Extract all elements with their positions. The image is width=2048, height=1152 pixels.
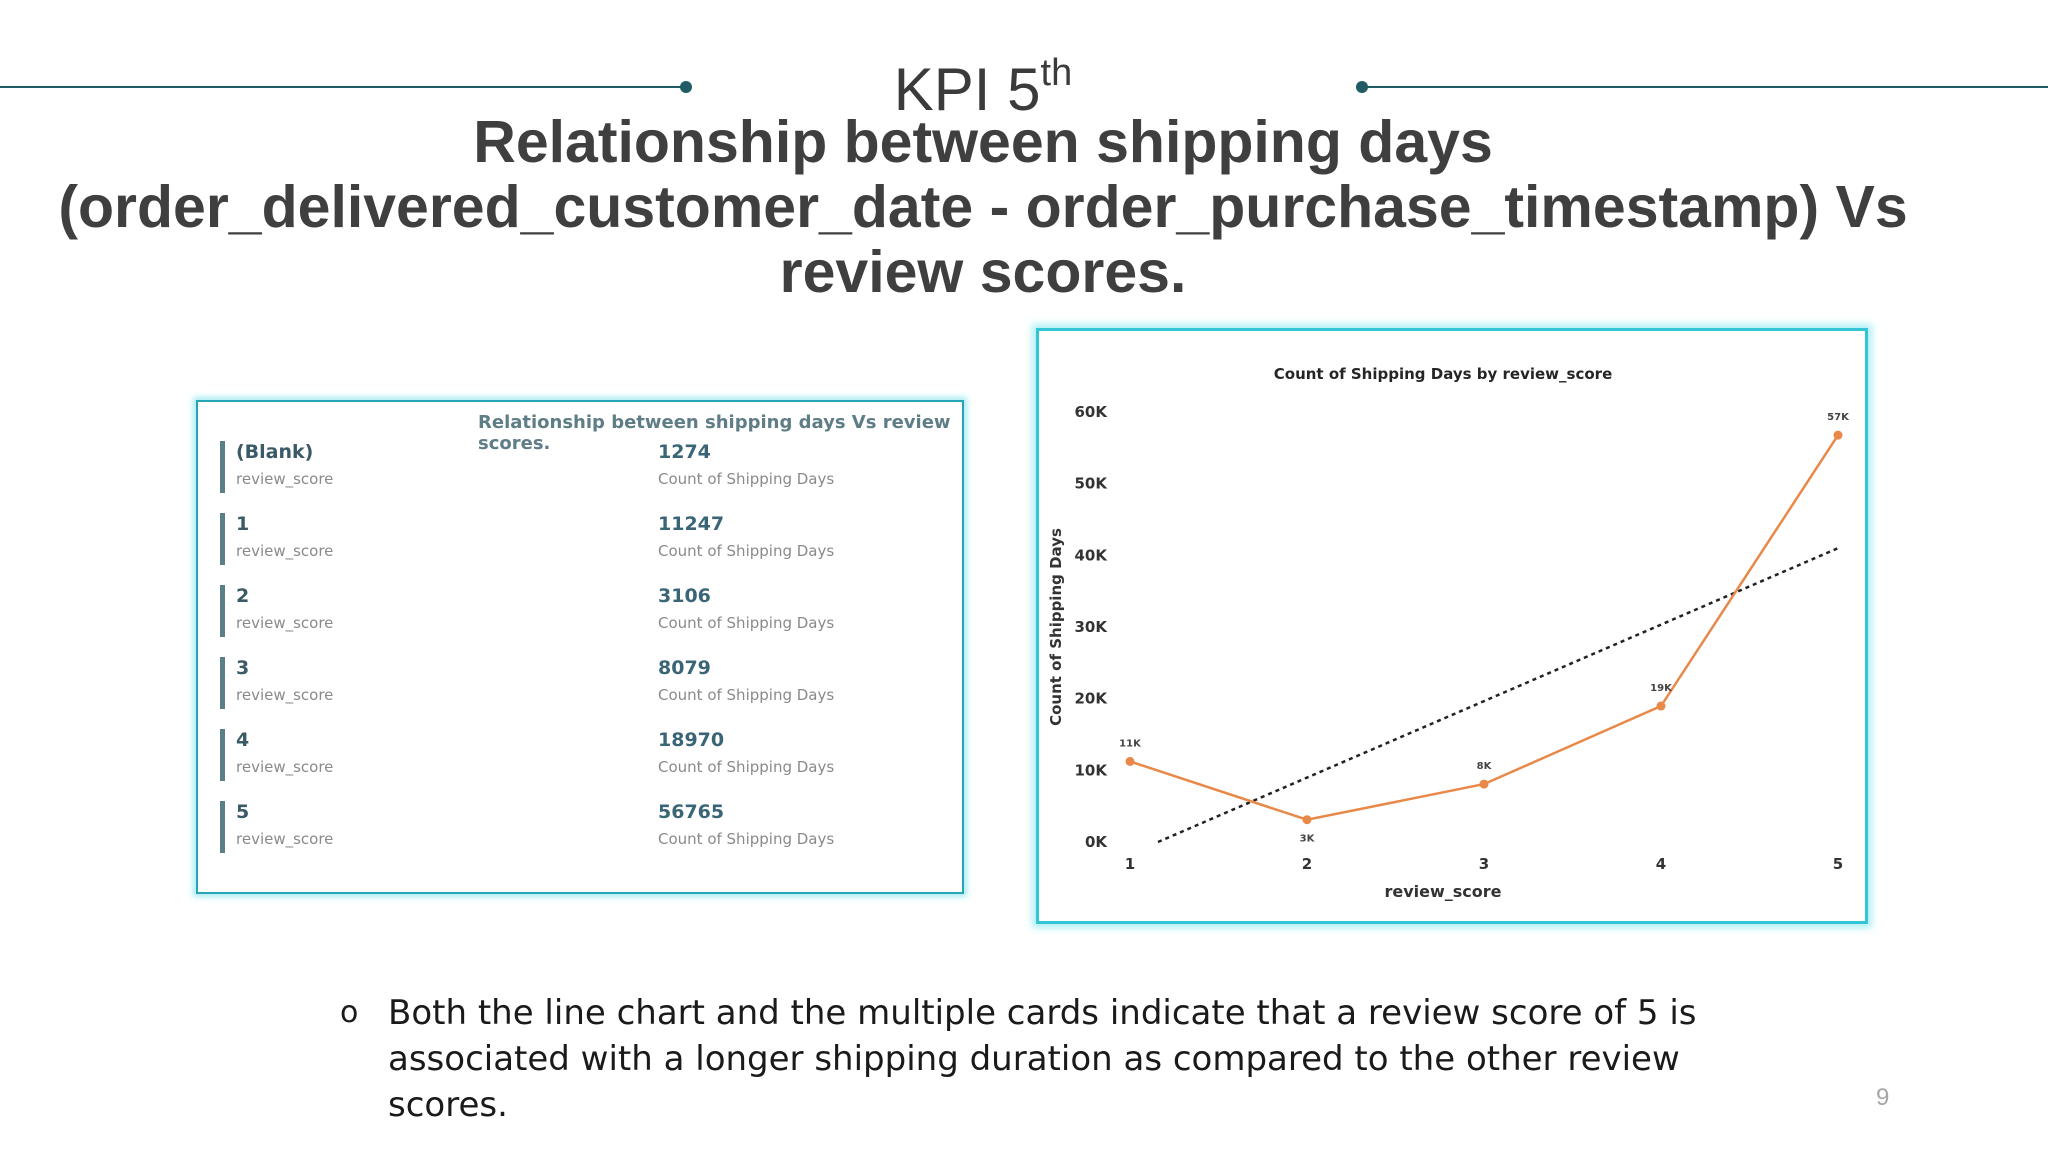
card-value: 1274 (658, 441, 711, 463)
title-line-2: (order_delivered_customer_date - order_p… (58, 174, 1908, 240)
card-category: 2 (236, 585, 250, 607)
card-category-label: review_score (236, 542, 334, 560)
card-category-label: review_score (236, 686, 334, 704)
x-tick-label: 5 (1833, 855, 1843, 873)
line-chart: Count of Shipping Days by review_score 0K… (1047, 365, 1850, 901)
card-row: 2 review_score 3106 Count of Shipping Da… (220, 585, 920, 641)
card-accent-bar (220, 729, 225, 781)
y-axis-label: Count of Shipping Days (1047, 528, 1065, 726)
card-value-label: Count of Shipping Days (658, 470, 835, 488)
card-row: 5 review_score 56765 Count of Shipping D… (220, 801, 920, 857)
card-value-label: Count of Shipping Days (658, 686, 835, 704)
data-point (1833, 430, 1843, 440)
title-line-1: Relationship between shipping days (473, 109, 1493, 175)
card-accent-bar (220, 657, 225, 709)
bullet-marker: o (340, 995, 359, 1030)
card-value-label: Count of Shipping Days (658, 758, 835, 776)
kpi-heading: KPI 5th (0, 42, 1966, 125)
card-category: 1 (236, 513, 250, 535)
page-number: 9 (1876, 1084, 1890, 1111)
card-row: (Blank) review_score 1274 Count of Shipp… (220, 441, 920, 497)
card-accent-bar (220, 585, 225, 637)
card-accent-bar (220, 801, 225, 853)
card-row: 1 review_score 11247 Count of Shipping D… (220, 513, 920, 569)
header-dot-left (680, 81, 692, 93)
x-axis-label: review_score (1384, 882, 1501, 901)
header-rule-right (1362, 86, 2048, 88)
bullet-line-1: Both the line chart and the multiple car… (388, 993, 1697, 1033)
header-rule-left (0, 86, 686, 88)
data-point (1656, 701, 1666, 711)
x-tick-label: 2 (1302, 855, 1312, 873)
y-tick-label: 10K (1075, 761, 1109, 779)
card-category-label: review_score (236, 758, 334, 776)
card-value-label: Count of Shipping Days (658, 614, 835, 632)
data-label: 11K (1119, 738, 1142, 749)
cards-title: Relationship between shipping days Vs re… (478, 412, 951, 454)
card-value: 8079 (658, 657, 711, 679)
card-category: 5 (236, 801, 250, 823)
data-point (1479, 779, 1489, 789)
y-tick-label: 50K (1075, 475, 1109, 493)
x-tick-label: 1 (1125, 855, 1135, 873)
y-tick-label: 60K (1075, 403, 1109, 421)
data-point (1125, 756, 1135, 766)
data-label: 3K (1300, 834, 1316, 845)
multi-card-panel: Relationship between shipping days Vs re… (196, 400, 964, 894)
card-category: 3 (236, 657, 250, 679)
y-tick-label: 20K (1075, 690, 1109, 708)
data-label: 57K (1827, 412, 1850, 423)
card-row: 3 review_score 8079 Count of Shipping Da… (220, 657, 920, 713)
card-accent-bar (220, 513, 225, 565)
line-chart-panel: Count of Shipping Days by review_score 0K… (1036, 328, 1868, 924)
bullet-text: Both the line chart and the multiple car… (388, 990, 1788, 1128)
header-dot-right (1356, 81, 1368, 93)
slide-title: Relationship between shipping days (orde… (30, 110, 1936, 305)
x-tick-label: 4 (1656, 855, 1666, 873)
card-category-label: review_score (236, 470, 334, 488)
card-category: 4 (236, 729, 250, 751)
y-tick-label: 0K (1085, 833, 1108, 851)
card-value: 18970 (658, 729, 725, 751)
card-value: 11247 (658, 513, 725, 535)
card-value-label: Count of Shipping Days (658, 830, 835, 848)
bullet-line-2: associated with a longer shipping durati… (388, 1039, 1680, 1125)
card-category-label: review_score (236, 830, 334, 848)
data-point (1302, 815, 1312, 825)
card-accent-bar (220, 441, 225, 493)
trend-line (1157, 547, 1839, 844)
card-row: 4 review_score 18970 Count of Shipping D… (220, 729, 920, 785)
x-tick-label: 3 (1479, 855, 1489, 873)
card-value: 56765 (658, 801, 725, 823)
card-value-label: Count of Shipping Days (658, 542, 835, 560)
card-category-label: review_score (236, 614, 334, 632)
card-value: 3106 (658, 585, 711, 607)
chart-title: Count of Shipping Days by review_score (1274, 365, 1613, 383)
kpi-superscript: th (1040, 52, 1073, 94)
y-tick-label: 30K (1075, 618, 1109, 636)
data-label: 8K (1477, 761, 1493, 772)
data-label: 19K (1650, 683, 1673, 694)
title-line-3: review scores. (779, 239, 1187, 305)
card-category: (Blank) (236, 441, 314, 463)
kpi-label: KPI 5 (893, 56, 1041, 123)
y-tick-label: 40K (1075, 546, 1109, 564)
